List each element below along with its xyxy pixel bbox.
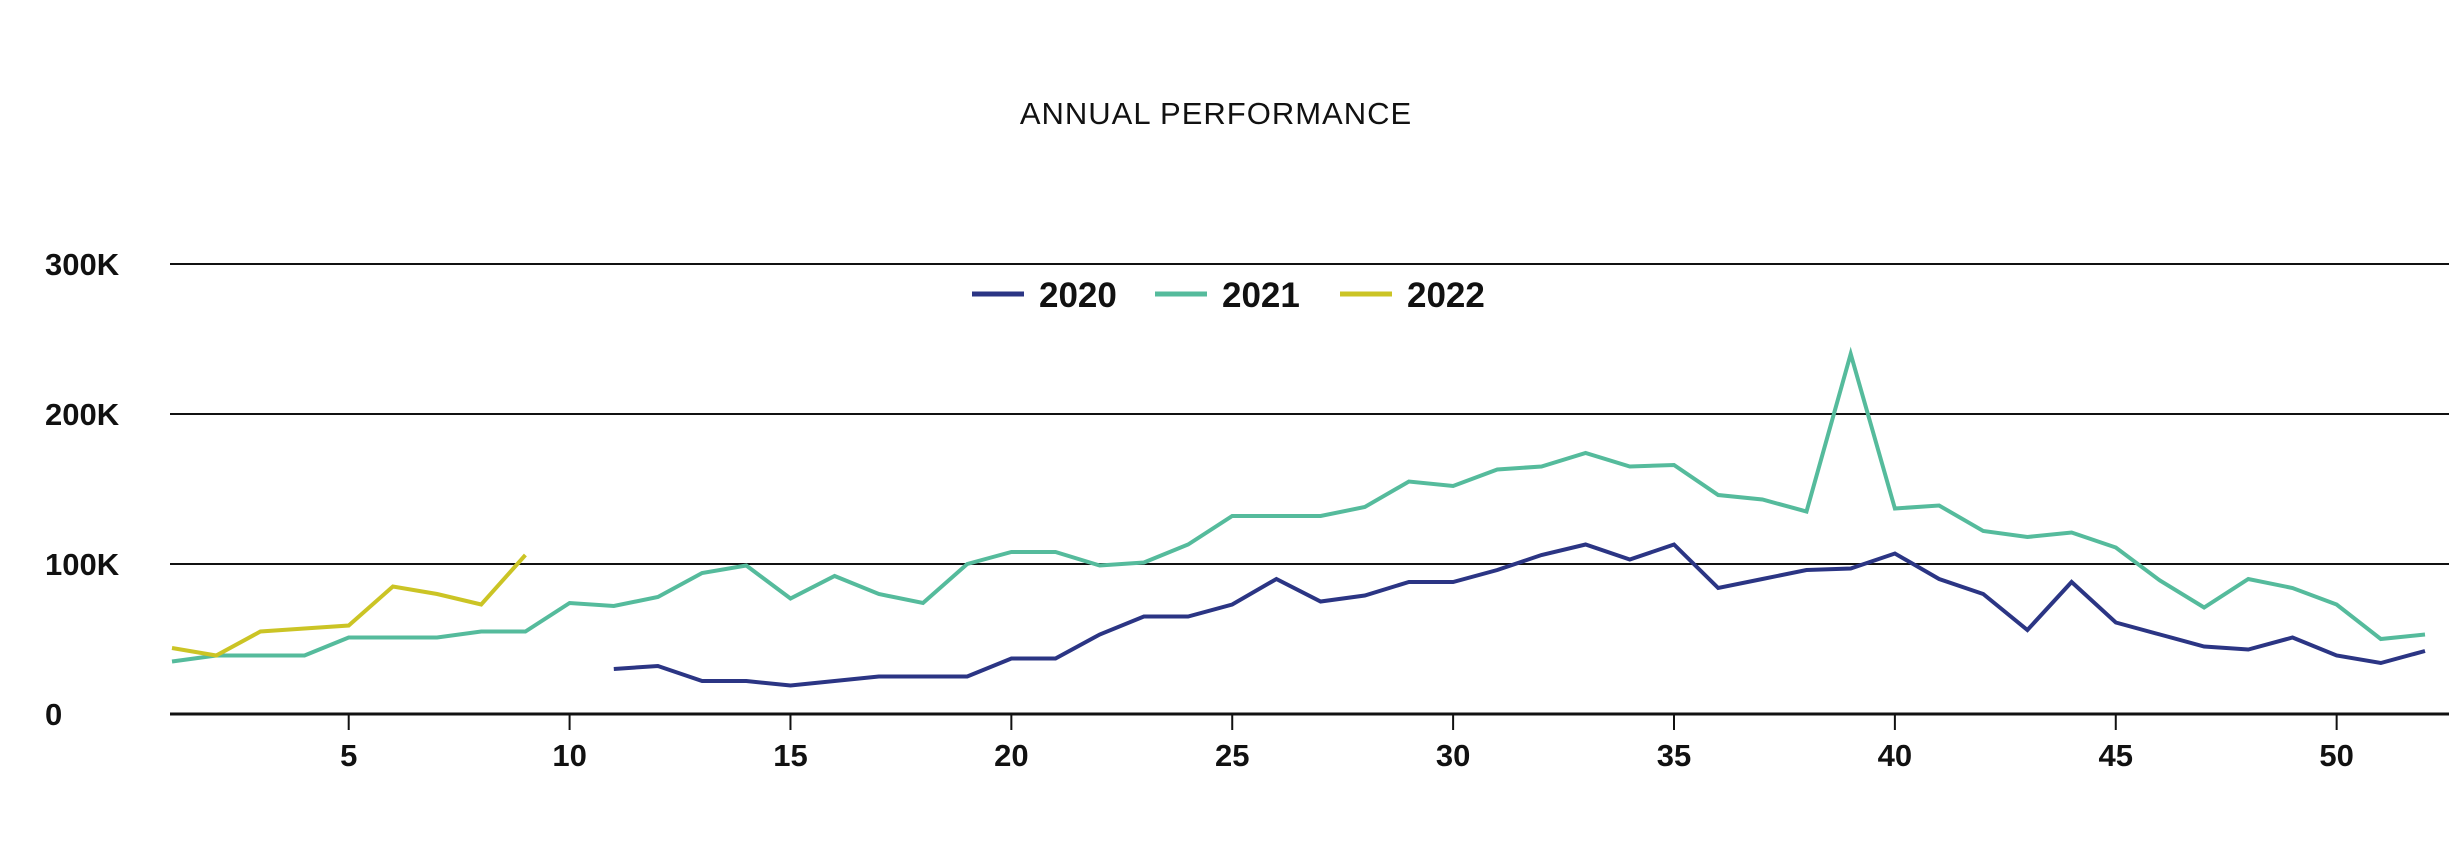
legend: 2020 2021 2022 [972, 276, 1485, 315]
x-tick-label: 5 [340, 738, 357, 773]
y-tick-label: 200K [45, 397, 120, 432]
x-tick-label: 25 [1215, 738, 1249, 773]
x-tick-label: 15 [773, 738, 807, 773]
series-line-2020 [613, 542, 2426, 688]
series-layer [171, 346, 2426, 688]
y-tick-label: 0 [45, 697, 62, 732]
x-tick-label: 50 [2319, 738, 2353, 773]
legend-label-2021: 2021 [1222, 276, 1300, 315]
y-tick-label: 300K [45, 247, 120, 282]
x-tick-label: 45 [2099, 738, 2133, 773]
x-tick-label: 35 [1657, 738, 1691, 773]
y-tick-label: 100K [45, 547, 120, 582]
x-tick-label: 30 [1436, 738, 1470, 773]
grid-layer [170, 263, 2449, 565]
legend-label-2022: 2022 [1407, 276, 1485, 315]
x-tick-label: 40 [1878, 738, 1912, 773]
axis-layer: 0 100K 200K 300K 5 10 15 20 25 30 35 40 45 50 [45, 247, 2449, 773]
x-tick-label: 10 [552, 738, 586, 773]
x-tick-label: 20 [994, 738, 1028, 773]
chart-title: ANNUAL PERFORMANCE [1020, 96, 1412, 131]
legend-label-2020: 2020 [1039, 276, 1117, 315]
series-line-2022 [171, 553, 527, 658]
series-line-2021 [171, 346, 2426, 664]
